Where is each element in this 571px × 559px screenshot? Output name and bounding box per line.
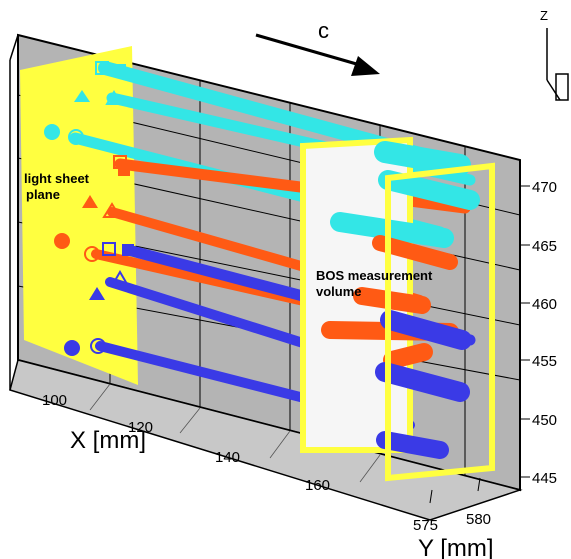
- bos-volume-label: BOS measurement volume: [316, 268, 436, 299]
- floor-grid: [89, 383, 381, 483]
- z-tick-460: 460: [532, 296, 557, 313]
- x-tick-120: 120: [128, 419, 153, 436]
- z-tick-450: 450: [532, 412, 557, 429]
- y-tick-580: 580: [466, 511, 491, 528]
- z-tick-470: 470: [532, 179, 557, 196]
- bos-volume-rear-frame: [385, 162, 495, 482]
- y-axis-title: Y [mm]: [418, 535, 494, 559]
- start-markers: [44, 61, 134, 356]
- x-tick-160: 160: [305, 477, 330, 494]
- z-tick-455: 455: [532, 353, 557, 370]
- z-tick-465: 465: [532, 238, 557, 255]
- y-tick-575: 575: [413, 517, 438, 534]
- x-tick-100: 100: [42, 392, 67, 409]
- flow-direction-arrow: [255, 33, 380, 76]
- flow-direction-label: c: [318, 18, 329, 43]
- y-tick-marks: [429, 477, 481, 504]
- light-sheet-label: light sheet plane: [24, 171, 93, 202]
- z-axis-icon: [546, 28, 569, 101]
- x-tick-140: 140: [215, 449, 240, 466]
- x-axis-title: X [mm]: [70, 427, 146, 454]
- bos-traces: [321, 141, 480, 459]
- z-tick-445: 445: [532, 470, 557, 487]
- z-tick-marks: [520, 185, 530, 478]
- z-axis-label: Z: [540, 8, 548, 23]
